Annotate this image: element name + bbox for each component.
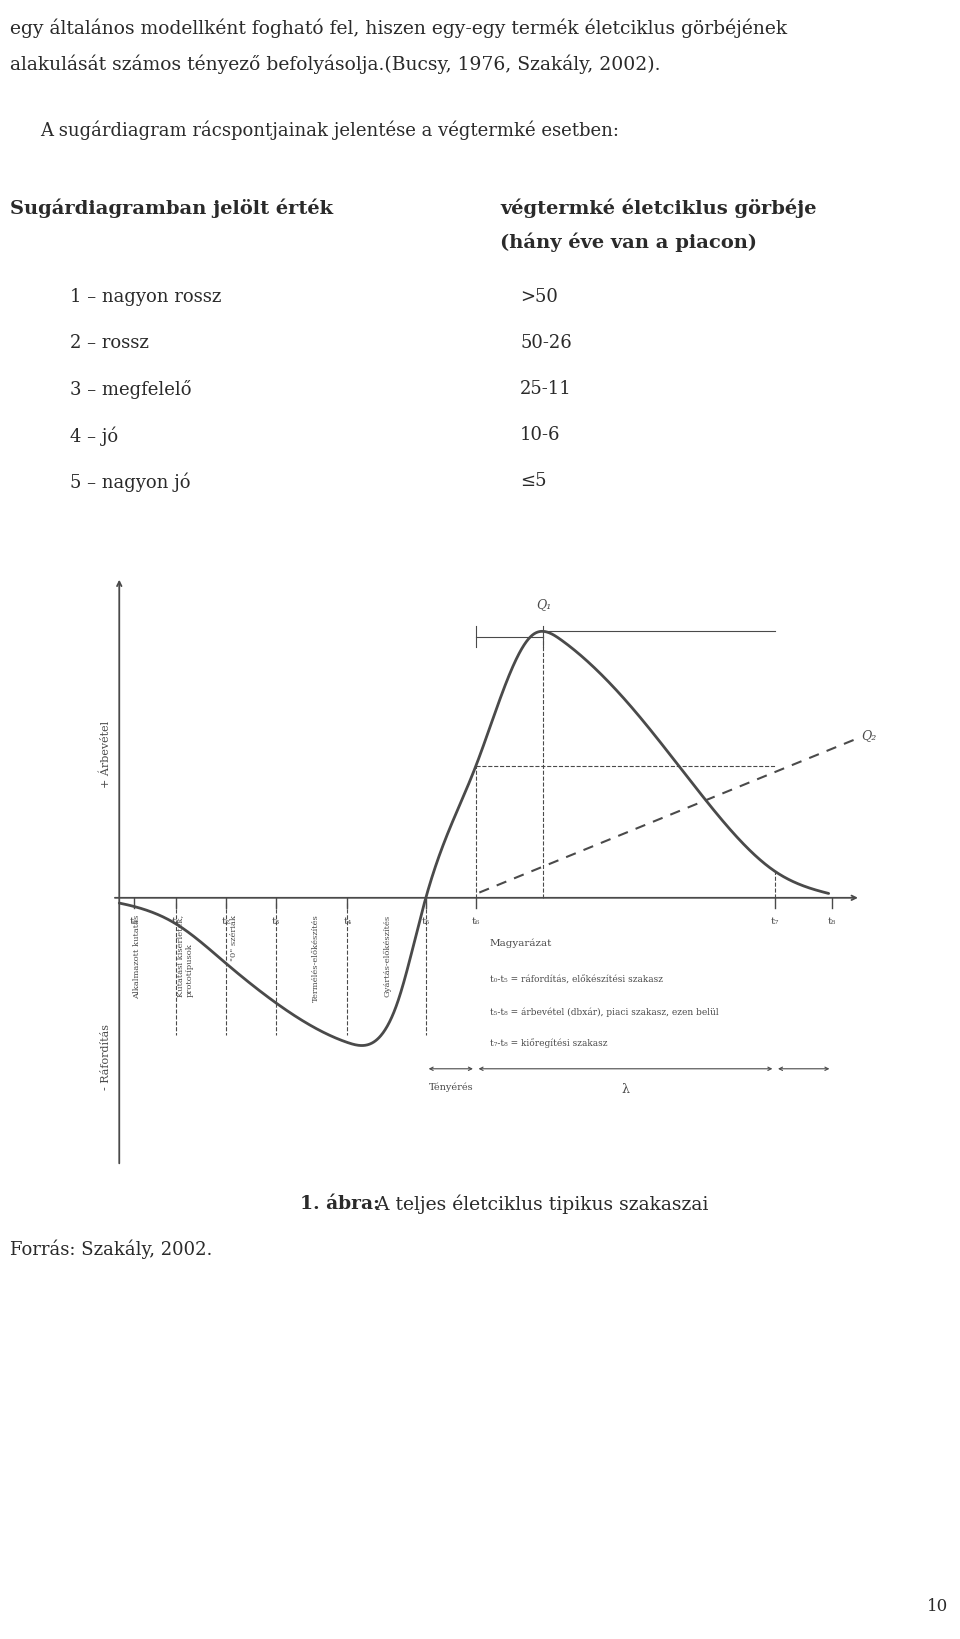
Text: t₅: t₅ [421,916,430,926]
Text: t₁: t₁ [172,916,180,926]
Text: 25-11: 25-11 [520,380,572,398]
Text: t₀: t₀ [130,916,137,926]
Text: 50-26: 50-26 [520,334,572,352]
Text: 10: 10 [926,1596,948,1614]
Text: 1. ábra:: 1. ábra: [300,1195,380,1213]
Text: A teljes életciklus tipikus szakaszai: A teljes életciklus tipikus szakaszai [370,1195,708,1214]
Text: Kutatási kísérletek,
prototípusok: Kutatási kísérletek, prototípusok [177,915,194,997]
Text: ≤5: ≤5 [520,472,546,490]
Text: + Árbevétel: + Árbevétel [100,720,110,787]
Text: λ: λ [621,1082,630,1095]
Text: "0" szériák: "0" szériák [229,915,238,960]
Text: Magyarázat: Magyarázat [490,938,552,947]
Text: >50: >50 [520,288,558,306]
Text: t₆: t₆ [471,916,480,926]
Text: t₇-t₈ = kiőregítési szakasz: t₇-t₈ = kiőregítési szakasz [490,1037,608,1047]
Text: egy általános modellként fogható fel, hiszen egy-egy termék életciklus görbéjéne: egy általános modellként fogható fel, hi… [10,18,787,38]
Text: alakulását számos tényező befolyásolja.(Bucsy, 1976, Szakály, 2002).: alakulását számos tényező befolyásolja.(… [10,56,660,74]
Text: A sugárdiagram rácspontjainak jelentése a végtermké esetben:: A sugárdiagram rácspontjainak jelentése … [40,120,619,139]
Text: t₃: t₃ [272,916,280,926]
Text: t₀-t₅ = ráfordítás, előkészítési szakasz: t₀-t₅ = ráfordítás, előkészítési szakasz [490,975,663,985]
Text: 10-6: 10-6 [520,426,561,444]
Text: Q₁: Q₁ [536,598,551,611]
Text: Tényérés: Tényérés [428,1082,473,1092]
Text: 2 – rossz: 2 – rossz [70,334,149,352]
Text: 1 – nagyon rossz: 1 – nagyon rossz [70,288,222,306]
Text: Alkalmazott kutatás: Alkalmazott kutatás [133,915,141,998]
Text: - Ráfordítás: - Ráfordítás [101,1023,110,1088]
Text: 3 – megfelelő: 3 – megfelelő [70,380,191,398]
Text: t₇: t₇ [771,916,780,926]
Text: t₄: t₄ [344,916,351,926]
Text: Gyártás-előkészítés: Gyártás-előkészítés [383,915,391,997]
Text: Termélés-előkészítés: Termélés-előkészítés [312,915,320,1001]
Text: 4 – jó: 4 – jó [70,426,118,446]
Text: Forrás: Szakály, 2002.: Forrás: Szakály, 2002. [10,1239,212,1259]
Text: t₈: t₈ [828,916,836,926]
Text: 5 – nagyon jó: 5 – nagyon jó [70,472,190,492]
Text: végtermké életciklus görbéje: végtermké életciklus görbéje [500,198,817,218]
Text: Q₂: Q₂ [861,729,876,742]
Text: Sugárdiagramban jelölt érték: Sugárdiagramban jelölt érték [10,198,333,218]
Text: t₂: t₂ [222,916,230,926]
Text: (hány éve van a piacon): (hány éve van a piacon) [500,231,757,251]
Text: t₅-t₈ = árbevétel (dbxár), piaci szakasz, ezen belül: t₅-t₈ = árbevétel (dbxár), piaci szakasz… [490,1006,719,1016]
